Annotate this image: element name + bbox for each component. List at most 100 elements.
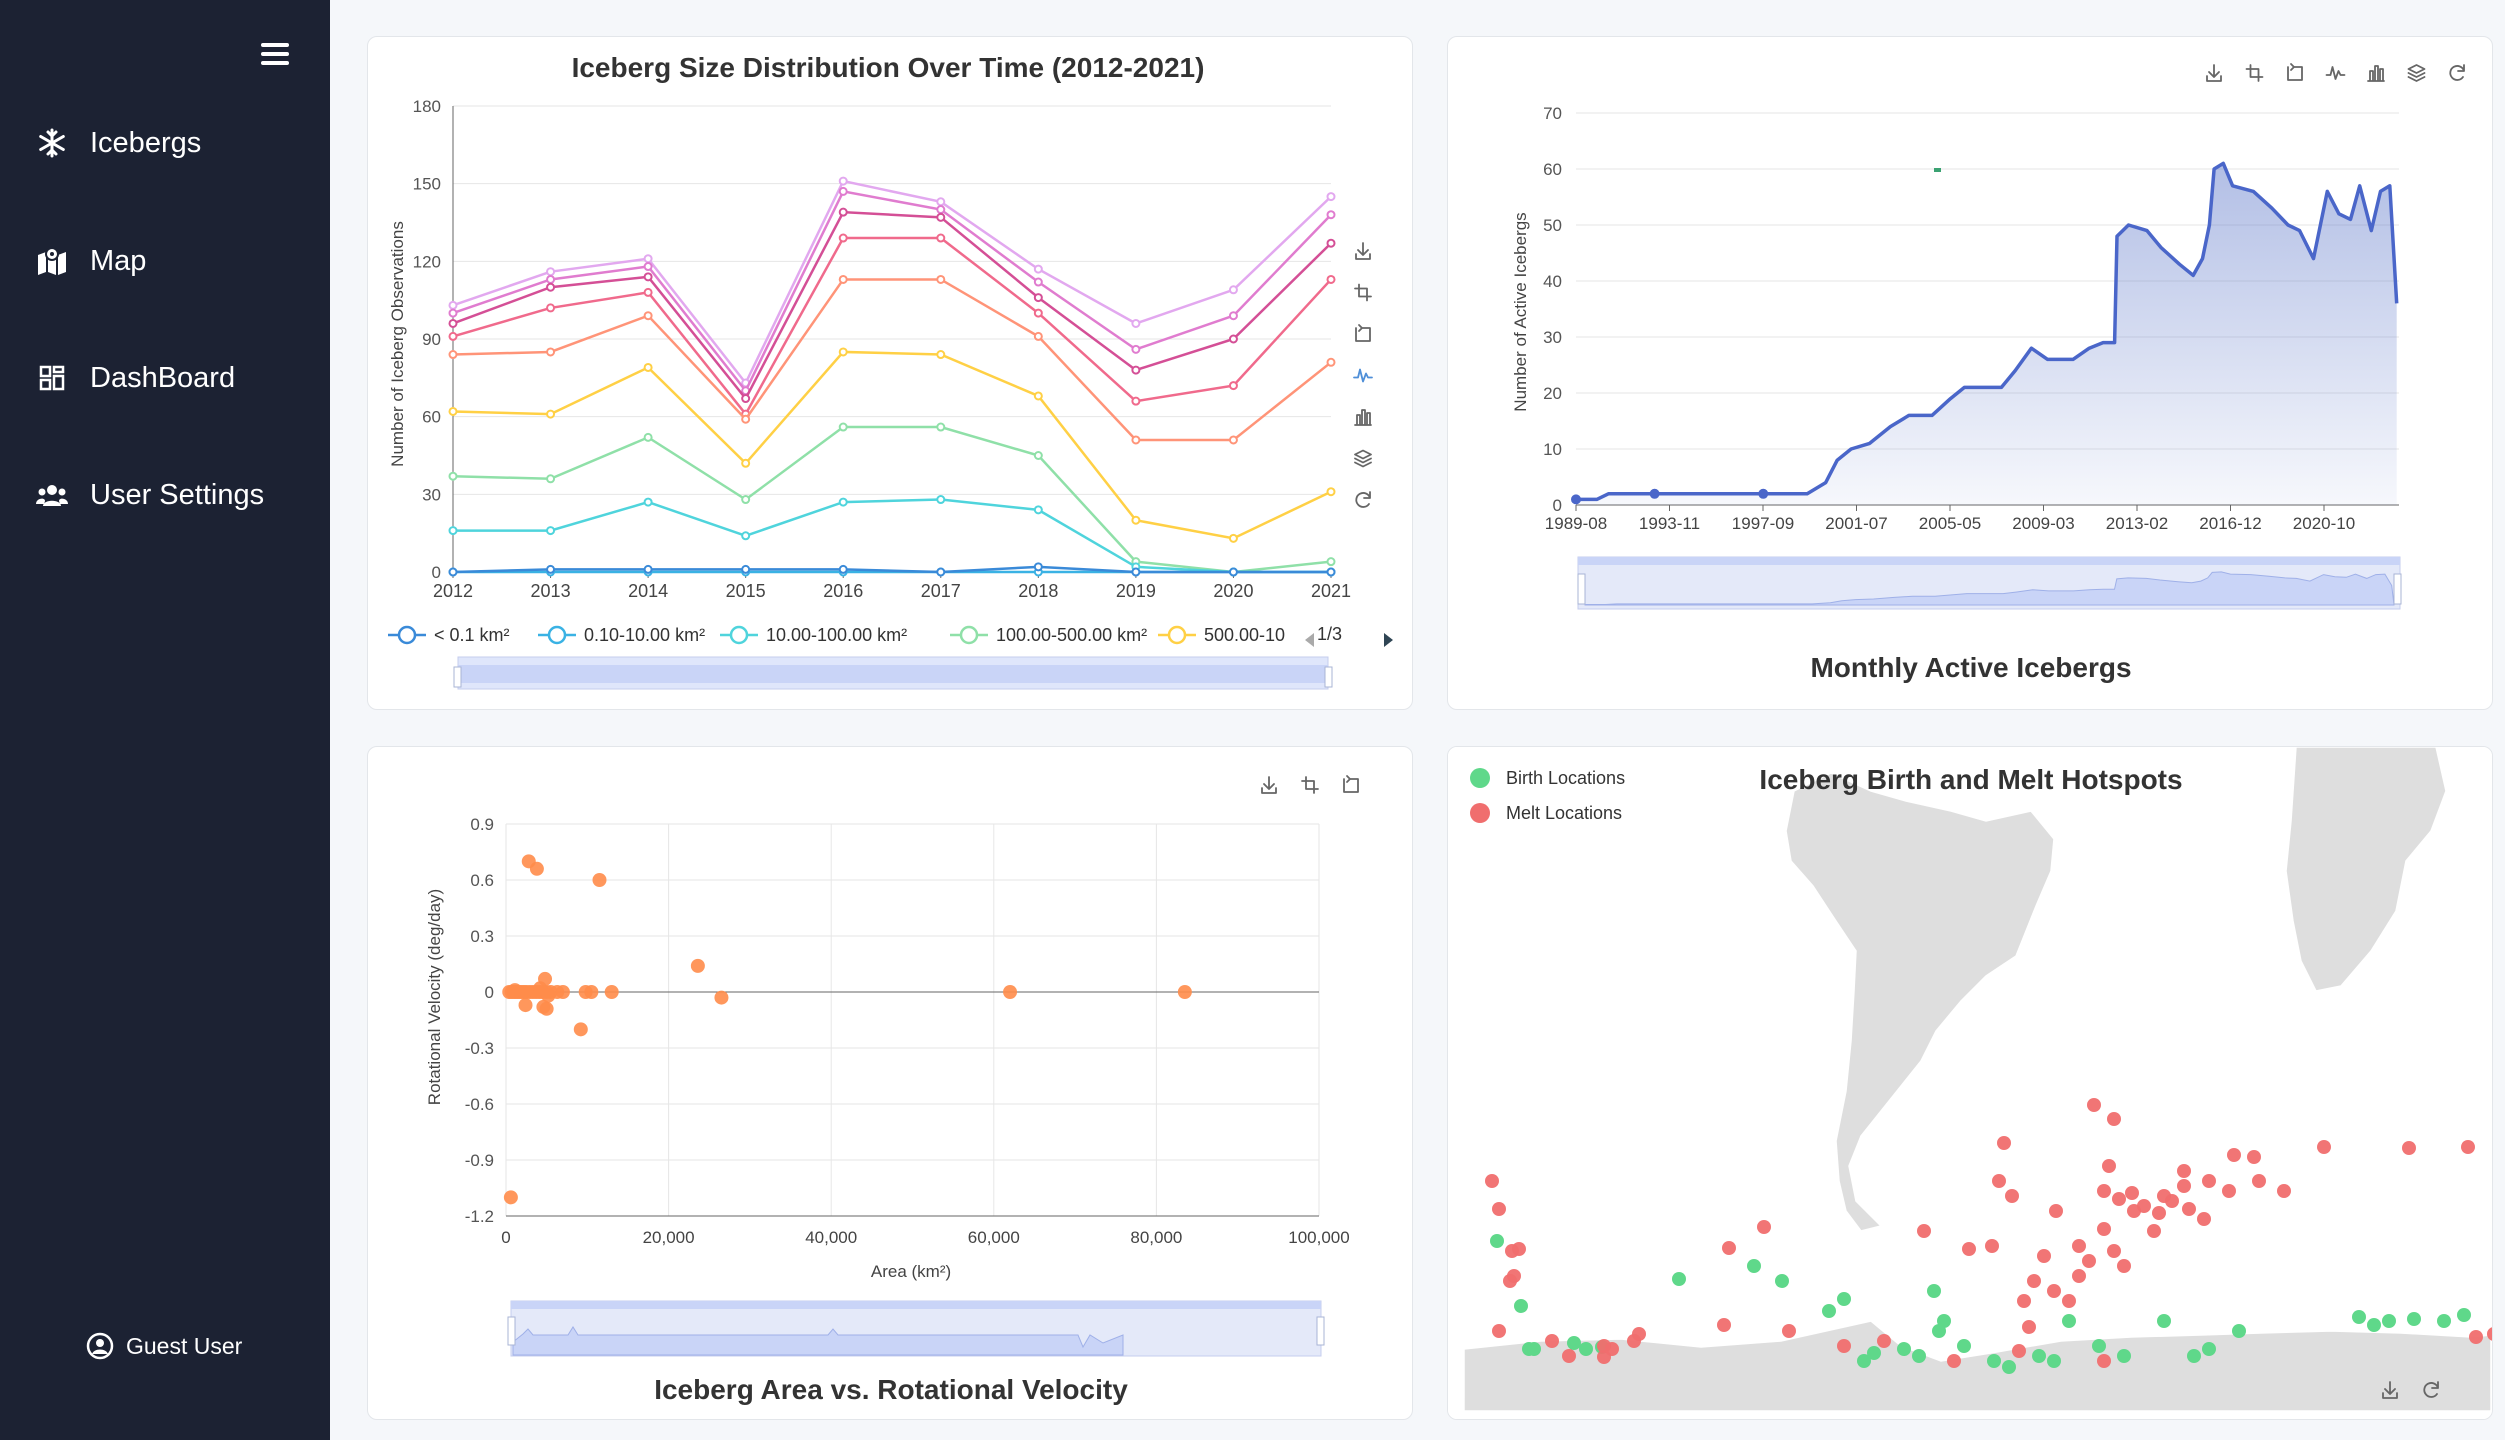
- series-point[interactable]: [1228, 285, 1238, 295]
- birth-location-point[interactable]: [2047, 1354, 2061, 1368]
- birth-location-point[interactable]: [1867, 1346, 1881, 1360]
- download-icon[interactable]: [1355, 242, 1371, 260]
- series-point[interactable]: [936, 205, 946, 215]
- legend-prev-icon[interactable]: [1305, 633, 1314, 647]
- melt-location-point[interactable]: [2317, 1140, 2331, 1154]
- series-point[interactable]: [1131, 567, 1141, 577]
- melt-location-point[interactable]: [2165, 1194, 2179, 1208]
- legend-next-icon[interactable]: [1384, 633, 1393, 647]
- series-point[interactable]: [448, 331, 458, 341]
- series-line[interactable]: [448, 207, 1336, 404]
- birth-location-point[interactable]: [1927, 1284, 1941, 1298]
- scatter-point[interactable]: [584, 985, 599, 999]
- melt-location-point[interactable]: [2012, 1344, 2026, 1358]
- birth-location-point[interactable]: [2202, 1342, 2216, 1356]
- birth-location-point[interactable]: [2032, 1349, 2046, 1363]
- melt-location-point[interactable]: [2112, 1192, 2126, 1206]
- melt-location-point[interactable]: [2062, 1294, 2076, 1308]
- melt-location-point[interactable]: [2469, 1330, 2483, 1344]
- series-point[interactable]: [936, 233, 946, 243]
- zoom-slider-left-handle[interactable]: [1577, 573, 1586, 605]
- melt-location-point[interactable]: [1947, 1354, 1961, 1368]
- sidebar-item-user-settings[interactable]: User Settings: [0, 455, 330, 535]
- series-point[interactable]: [1758, 488, 1769, 499]
- series-point[interactable]: [936, 350, 946, 360]
- melt-location-point[interactable]: [1782, 1324, 1796, 1338]
- melt-location-point[interactable]: [2197, 1212, 2211, 1226]
- zoom-slider[interactable]: [1577, 556, 2402, 610]
- series-point[interactable]: [1228, 435, 1238, 445]
- series-point[interactable]: [546, 564, 556, 574]
- melt-location-point[interactable]: [2152, 1206, 2166, 1220]
- series-point[interactable]: [1033, 562, 1043, 572]
- birth-location-point[interactable]: [1747, 1259, 1761, 1273]
- melt-location-point[interactable]: [2177, 1164, 2191, 1178]
- melt-location-point[interactable]: [1627, 1334, 1641, 1348]
- melt-location-point[interactable]: [2097, 1184, 2111, 1198]
- series-point[interactable]: [741, 564, 751, 574]
- legend-melt-label[interactable]: Melt Locations: [1506, 803, 1622, 823]
- melt-location-point[interactable]: [2107, 1244, 2121, 1258]
- series-point[interactable]: [936, 197, 946, 207]
- zoom-slider-left-handle[interactable]: [507, 1316, 516, 1346]
- restore-icon[interactable]: [1355, 491, 1371, 508]
- melt-location-point[interactable]: [1837, 1339, 1851, 1353]
- series-point[interactable]: [838, 347, 848, 357]
- birth-location-point[interactable]: [1514, 1299, 1528, 1313]
- series-point[interactable]: [1131, 365, 1141, 375]
- birth-location-point[interactable]: [2117, 1349, 2131, 1363]
- scatter-point[interactable]: [573, 1022, 588, 1037]
- birth-location-point[interactable]: [1527, 1342, 1541, 1356]
- legend-item[interactable]: < 0.1 km²: [388, 625, 510, 645]
- series-line[interactable]: [448, 274, 1336, 445]
- melt-location-point[interactable]: [2252, 1174, 2266, 1188]
- series-point[interactable]: [1571, 494, 1581, 505]
- melt-location-point[interactable]: [2087, 1098, 2101, 1112]
- melt-location-point[interactable]: [2027, 1274, 2041, 1288]
- series-point[interactable]: [1326, 357, 1336, 367]
- birth-location-point[interactable]: [1775, 1274, 1789, 1288]
- melt-location-point[interactable]: [1492, 1324, 1506, 1338]
- scatter-point[interactable]: [555, 985, 570, 999]
- series-point[interactable]: [1228, 567, 1238, 577]
- series-point[interactable]: [546, 303, 556, 313]
- bar-type-icon[interactable]: [2367, 65, 2385, 82]
- series-point[interactable]: [1326, 238, 1336, 248]
- melt-location-point[interactable]: [2072, 1239, 2086, 1253]
- line-type-icon[interactable]: [2325, 66, 2346, 80]
- zoom-icon[interactable]: [1301, 776, 1319, 794]
- series-line[interactable]: [448, 186, 1336, 396]
- scatter-point[interactable]: [1177, 985, 1192, 999]
- birth-location-point[interactable]: [2157, 1314, 2171, 1328]
- melt-location-point[interactable]: [2047, 1284, 2061, 1298]
- series-point[interactable]: [1131, 396, 1141, 406]
- series-point[interactable]: [448, 406, 458, 416]
- series-point[interactable]: [643, 497, 653, 507]
- series-point[interactable]: [1131, 435, 1141, 445]
- zoom-slider-right-handle[interactable]: [1324, 666, 1333, 688]
- melt-location-point[interactable]: [2082, 1254, 2096, 1268]
- legend-item[interactable]: 0.10-10.00 km²: [538, 625, 705, 645]
- series-point[interactable]: [643, 564, 653, 574]
- series-point[interactable]: [741, 394, 751, 404]
- birth-location-point[interactable]: [2352, 1310, 2366, 1324]
- series-point[interactable]: [1033, 293, 1043, 303]
- melt-location-point[interactable]: [2222, 1184, 2236, 1198]
- melt-location-point[interactable]: [2402, 1141, 2416, 1155]
- series-point[interactable]: [448, 318, 458, 328]
- scatter-point[interactable]: [507, 983, 522, 998]
- melt-location-point[interactable]: [2049, 1204, 2063, 1218]
- legend-birth-label[interactable]: Birth Locations: [1506, 768, 1625, 788]
- birth-location-point[interactable]: [1897, 1342, 1911, 1356]
- series-point[interactable]: [546, 409, 556, 419]
- zoom-reset-icon[interactable]: [1355, 324, 1371, 342]
- melt-location-point[interactable]: [2202, 1174, 2216, 1188]
- restore-icon[interactable]: [2423, 1381, 2439, 1398]
- stack-icon[interactable]: [2407, 64, 2426, 82]
- series-point[interactable]: [838, 207, 848, 217]
- hotspots-map[interactable]: Iceberg Birth and Melt Hotspots Birth Lo…: [1448, 747, 2493, 1420]
- zoom-reset-icon[interactable]: [2287, 63, 2303, 81]
- birth-location-point[interactable]: [1579, 1342, 1593, 1356]
- series-line[interactable]: [1576, 161, 2399, 502]
- birth-location-point[interactable]: [2457, 1308, 2471, 1322]
